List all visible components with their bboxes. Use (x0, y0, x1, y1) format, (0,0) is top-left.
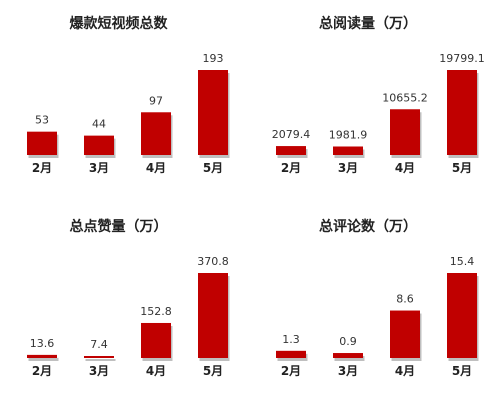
bar-shadow (85, 359, 116, 361)
chart-panel-total-likes: 总点赞量（万） 13.6 2月 7.4 3月 152.8 4月 370.8 5月 (0, 203, 249, 403)
category-label: 2月 (281, 364, 301, 378)
bar (84, 356, 114, 358)
bar (141, 112, 171, 155)
category-label: 5月 (203, 161, 223, 175)
bar (276, 146, 306, 155)
data-label: 13.6 (30, 337, 55, 350)
chart-svg: 总阅读量（万） 2079.4 2月 1981.9 3月 10655.2 4月 19799.1 5… (272, 15, 485, 175)
chart-svg: 爆款短视频总数 53 2月 44 3月 97 4月 193 5月 (27, 15, 230, 175)
data-label: 0.9 (339, 335, 357, 348)
chart-title: 总评论数（万） (319, 218, 417, 235)
bar (333, 146, 363, 155)
category-label: 5月 (452, 161, 472, 175)
data-label: 44 (92, 118, 106, 131)
bar (27, 131, 57, 155)
bar (198, 273, 228, 358)
category-label: 3月 (89, 161, 109, 175)
data-label: 53 (35, 114, 49, 127)
bar (84, 135, 114, 155)
bar (276, 350, 306, 358)
chart-title: 总阅读量（万） (319, 15, 417, 32)
data-label: 7.4 (90, 338, 108, 351)
category-label: 3月 (89, 364, 109, 378)
bar (141, 322, 171, 358)
category-label: 3月 (338, 364, 358, 378)
category-label: 2月 (32, 364, 52, 378)
bar (27, 354, 57, 358)
category-label: 5月 (452, 364, 472, 378)
category-label: 4月 (395, 161, 415, 175)
bar-shadow (334, 356, 365, 361)
category-label: 3月 (338, 161, 358, 175)
category-label: 4月 (395, 364, 415, 378)
chart-panel-viral-videos: 爆款短视频总数 53 2月 44 3月 97 4月 193 5月 (0, 0, 249, 200)
bar-shadow (28, 357, 59, 361)
data-label: 8.6 (396, 293, 414, 306)
data-label: 1981.9 (329, 128, 368, 141)
bar (390, 109, 420, 155)
bar (333, 353, 363, 358)
data-label: 152.8 (140, 305, 172, 318)
chart-panel-total-comments: 总评论数（万） 1.3 2月 0.9 3月 8.6 4月 15.4 5月 (249, 203, 499, 403)
category-label: 4月 (146, 161, 166, 175)
chart-svg: 总点赞量（万） 13.6 2月 7.4 3月 152.8 4月 370.8 5月 (27, 218, 230, 378)
category-label: 4月 (146, 364, 166, 378)
chart-svg: 总评论数（万） 1.3 2月 0.9 3月 8.6 4月 15.4 5月 (276, 218, 479, 378)
chart-title: 爆款短视频总数 (70, 15, 169, 32)
chart-panel-total-reads: 总阅读量（万） 2079.4 2月 1981.9 3月 10655.2 4月 19799.1 5… (249, 0, 499, 200)
data-label: 15.4 (450, 255, 475, 268)
bar (390, 310, 420, 358)
bar (447, 70, 477, 155)
data-label: 97 (149, 94, 163, 107)
data-label: 370.8 (197, 255, 229, 268)
data-label: 193 (203, 52, 224, 65)
data-label: 1.3 (282, 333, 300, 346)
data-label: 2079.4 (272, 128, 311, 141)
category-label: 2月 (281, 161, 301, 175)
chart-title: 总点赞量（万） (70, 218, 168, 235)
data-label: 19799.1 (439, 52, 485, 65)
bar (198, 70, 228, 155)
category-label: 2月 (32, 161, 52, 175)
category-label: 5月 (203, 364, 223, 378)
bar (447, 273, 477, 358)
data-label: 10655.2 (382, 91, 428, 104)
